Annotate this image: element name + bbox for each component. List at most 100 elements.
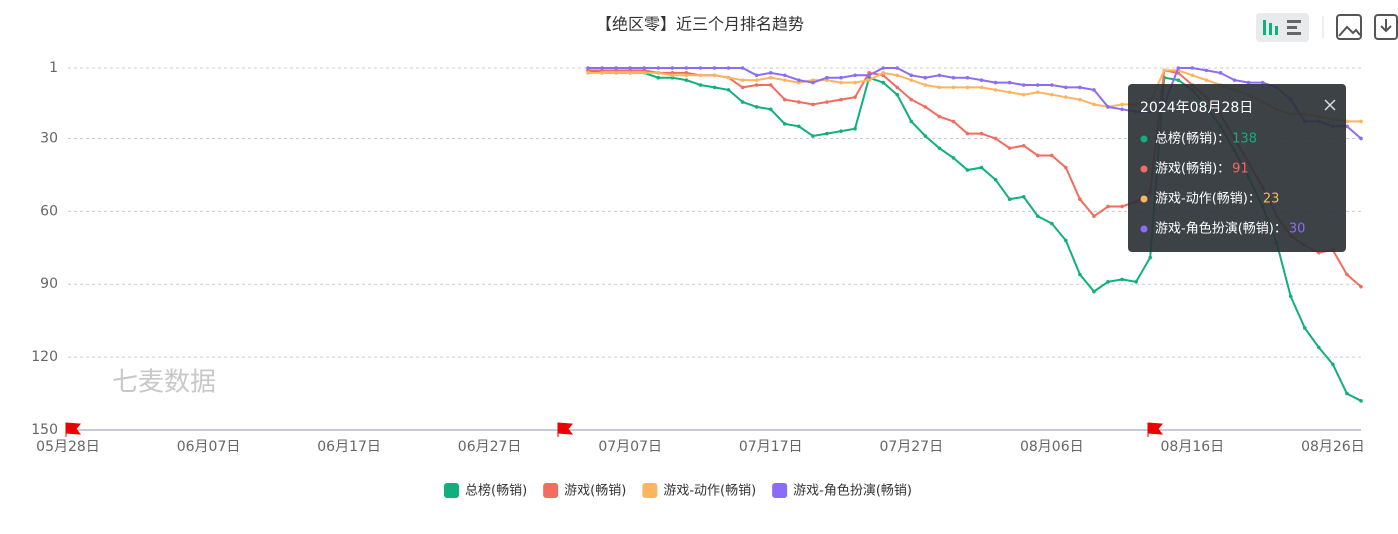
point — [979, 131, 984, 136]
point — [811, 134, 815, 138]
point — [670, 73, 675, 78]
x-tick-label: 07月27日 — [879, 439, 943, 455]
point — [698, 73, 703, 78]
icon — [1263, 20, 1266, 35]
point — [1359, 284, 1363, 289]
x-tick-label: 07月07日 — [598, 439, 662, 455]
point — [965, 168, 970, 172]
point — [797, 78, 801, 82]
point — [1190, 66, 1195, 70]
point — [853, 73, 857, 78]
y-tick-label: 120 — [31, 349, 58, 365]
point — [825, 100, 829, 104]
tooltip-title: 2024年08月28日 — [1140, 100, 1253, 116]
x-tick-label: 08月26日 — [1301, 439, 1365, 455]
point — [993, 80, 998, 85]
x-tick-label: 06月07日 — [177, 439, 241, 455]
point — [712, 73, 717, 78]
point — [1050, 153, 1054, 158]
point — [670, 66, 675, 70]
legend-label: 游戏(畅销) — [564, 484, 626, 499]
point — [1064, 165, 1068, 170]
x-tick-label: 06月27日 — [458, 439, 522, 455]
point — [895, 92, 900, 97]
icon — [1380, 19, 1392, 33]
point — [965, 131, 970, 136]
point — [937, 146, 942, 150]
point — [909, 78, 914, 82]
tooltip-dot — [1140, 135, 1148, 143]
point — [600, 66, 604, 70]
point — [853, 126, 857, 131]
point — [768, 107, 773, 112]
point — [1120, 204, 1124, 209]
point — [1078, 272, 1082, 277]
point — [895, 85, 900, 90]
point — [712, 85, 717, 90]
point — [951, 119, 956, 124]
point — [1021, 83, 1026, 87]
point — [782, 73, 787, 78]
tooltip-label: 总榜(畅销)： — [1155, 131, 1230, 147]
image-button[interactable] — [1336, 14, 1362, 40]
point — [979, 85, 984, 90]
point — [1190, 73, 1195, 78]
point — [1345, 391, 1349, 396]
point — [1106, 105, 1110, 109]
point — [937, 73, 942, 78]
point — [811, 102, 815, 107]
point — [867, 73, 871, 78]
point — [1218, 71, 1223, 75]
point — [923, 75, 928, 80]
point — [740, 78, 745, 82]
point — [726, 75, 731, 80]
point — [797, 100, 801, 104]
point — [1092, 289, 1096, 294]
point — [614, 66, 618, 70]
point — [684, 73, 689, 78]
point — [1035, 90, 1040, 95]
point — [782, 122, 787, 126]
point — [1050, 83, 1054, 87]
point — [614, 71, 618, 75]
point — [965, 85, 970, 90]
x-tick-label: 06月17日 — [317, 439, 381, 455]
toolbar — [1256, 13, 1398, 42]
tooltip-dot — [1140, 165, 1148, 173]
point — [1359, 399, 1363, 403]
point — [909, 73, 914, 78]
point — [740, 66, 745, 70]
tooltip-box — [1128, 84, 1346, 252]
point — [909, 119, 914, 124]
x-tick-label: 08月16日 — [1161, 439, 1225, 455]
point — [895, 66, 900, 70]
point — [937, 85, 942, 90]
icon — [1338, 25, 1361, 37]
point — [1106, 204, 1110, 209]
download-button[interactable] — [1374, 14, 1398, 40]
point — [1204, 78, 1209, 82]
icon — [1287, 32, 1301, 35]
close-button[interactable] — [1324, 99, 1336, 111]
flag — [1147, 422, 1164, 437]
point — [698, 83, 703, 87]
point — [628, 71, 632, 75]
y-tick-label: 30 — [40, 130, 58, 146]
point — [1345, 119, 1349, 124]
point — [684, 66, 689, 70]
point — [642, 71, 647, 75]
point — [797, 124, 801, 129]
chart-title: 【绝区零】近三个月排名趋势 — [596, 15, 804, 34]
point — [1148, 255, 1152, 260]
point — [979, 78, 984, 82]
point — [923, 105, 928, 109]
legend-label: 游戏-角色扮演(畅销) — [793, 483, 912, 499]
point — [1092, 214, 1096, 219]
point — [1120, 277, 1124, 282]
point — [839, 80, 843, 85]
point — [839, 129, 843, 133]
point — [740, 100, 745, 104]
point — [586, 66, 590, 70]
